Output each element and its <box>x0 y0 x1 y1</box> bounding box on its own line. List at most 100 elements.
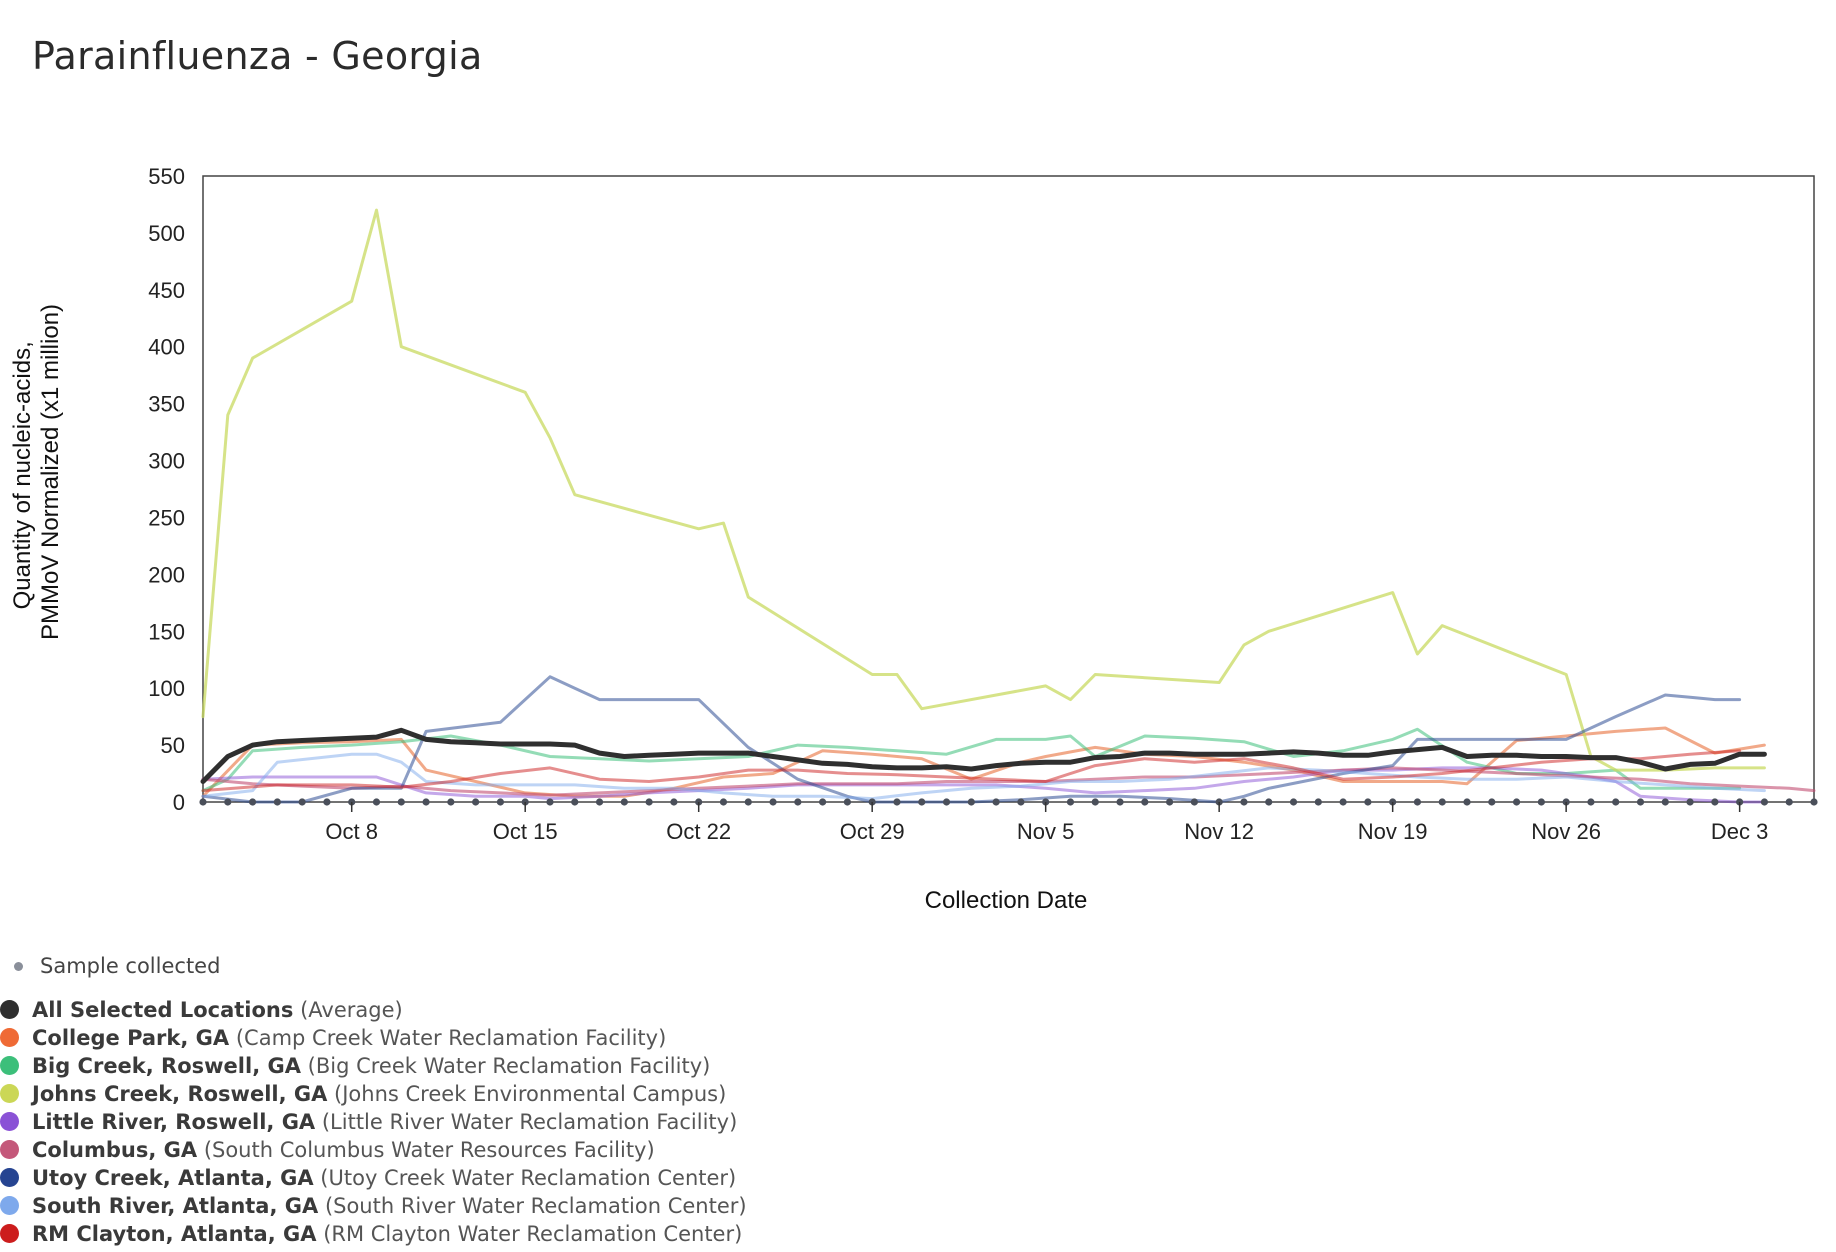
legend-item-name: College Park, GA <box>32 1026 230 1050</box>
sample-collected-marker <box>1091 798 1099 806</box>
legend-item-text: College Park, GA (Camp Creek Water Recla… <box>32 1026 666 1050</box>
x-axis-title: Collection Date <box>925 887 1088 914</box>
sample-collected-marker <box>1116 798 1124 806</box>
sample-collected-marker <box>472 798 480 806</box>
series-line-johns-creek-roswell-ga <box>201 208 1766 772</box>
legend-item-description: (Average) <box>293 998 403 1022</box>
legend-item-text: RM Clayton, Atlanta, GA (RM Clayton Wate… <box>32 1222 742 1246</box>
legend-item-text: Big Creek, Roswell, GA (Big Creek Water … <box>32 1054 710 1078</box>
y-tick-label: 200 <box>148 562 185 587</box>
sample-collected-marker <box>546 798 554 806</box>
sample-collected-marker <box>571 798 579 806</box>
sample-collected-marker <box>1190 798 1198 806</box>
sample-collected-marker <box>397 798 405 806</box>
sample-collected-marker <box>1339 798 1347 806</box>
sample-collected-marker <box>942 798 951 806</box>
y-axis-title-line-2: PMMoV Normalized (x1 million) <box>37 304 64 640</box>
x-tick-label: Dec 3 <box>1711 819 1768 844</box>
legend-item-description: (RM Clayton Water Reclamation Center) <box>316 1222 743 1246</box>
x-tick-label: Nov 19 <box>1358 819 1428 844</box>
sample-collected-marker <box>670 798 678 806</box>
sample-collected-marker <box>1066 798 1075 806</box>
legend-item-text: South River, Atlanta, GA (South River Wa… <box>32 1194 747 1218</box>
series-line-columbus-ga <box>201 766 1816 797</box>
legend-sample-label: Sample collected <box>40 954 221 978</box>
legend-item-name: Little River, Roswell, GA <box>32 1110 316 1134</box>
sample-collected-marker <box>199 798 207 806</box>
y-tick-label: 150 <box>148 619 185 644</box>
legend-color-dot-icon <box>0 1028 19 1047</box>
sample-collected-marker <box>1166 798 1174 806</box>
sample-collected-marker <box>992 798 1000 806</box>
sample-collected-marker <box>1537 798 1545 806</box>
legend-item-text: Utoy Creek, Atlanta, GA (Utoy Creek Wate… <box>32 1166 736 1190</box>
x-tick-label: Oct 15 <box>493 819 558 844</box>
series-line-little-river-roswell-ga <box>201 766 1766 804</box>
sample-collected-marker <box>645 798 653 806</box>
sample-collected-marker <box>1141 798 1149 806</box>
sample-dot-icon <box>14 962 23 971</box>
sample-collected-marker <box>248 798 257 806</box>
legend-item-name: Johns Creek, Roswell, GA <box>32 1082 328 1106</box>
series-line-south-river-atlanta-ga <box>201 752 1766 801</box>
sample-collected-marker <box>918 798 926 806</box>
legend-item-description: (Utoy Creek Water Reclamation Center) <box>313 1166 737 1190</box>
sample-collected-marker <box>1364 798 1372 806</box>
legend-color-dot-icon <box>0 1140 19 1159</box>
sample-collected-marker <box>1289 798 1298 806</box>
legend-item-text: All Selected Locations (Average) <box>32 998 403 1022</box>
sample-collected-marker <box>298 798 306 806</box>
y-tick-label: 0 <box>173 790 185 815</box>
y-tick-label: 450 <box>148 278 185 303</box>
legend-item-name: Big Creek, Roswell, GA <box>32 1054 301 1078</box>
y-tick-label: 250 <box>148 505 185 530</box>
sample-collected-marker <box>273 798 281 806</box>
series-layer <box>200 208 1816 804</box>
sample-collected-marker <box>1463 798 1471 806</box>
legend-item-text: Johns Creek, Roswell, GA (Johns Creek En… <box>32 1082 726 1106</box>
sample-collected-marker <box>224 798 232 806</box>
sample-collected-marker <box>744 798 752 806</box>
sample-collected-marker <box>967 798 975 806</box>
legend-item-description: (Camp Creek Water Reclamation Facility) <box>229 1026 667 1050</box>
legend-item-name: South River, Atlanta, GA <box>32 1194 319 1218</box>
x-tick-label: Oct 8 <box>325 819 378 844</box>
sample-collected-marker <box>1587 798 1595 806</box>
sample-collected-marker <box>843 798 852 806</box>
y-tick-label: 550 <box>148 164 185 189</box>
legend-item-text: Little River, Roswell, GA (Little River … <box>32 1110 737 1134</box>
sample-collected-marker <box>447 798 455 806</box>
sample-collected-marker <box>620 798 628 806</box>
legend-item-description: (South Columbus Water Resources Facility… <box>197 1138 655 1162</box>
page-title: Parainfluenza - Georgia <box>32 34 483 78</box>
legend-item-description: (South River Water Reclamation Center) <box>318 1194 747 1218</box>
sample-collected-marker <box>595 798 604 806</box>
sample-collected-marker <box>1488 798 1496 806</box>
y-axis-title: Quantity of nucleic-acids, PMMoV Normali… <box>9 304 64 640</box>
y-tick-label: 100 <box>148 676 185 701</box>
y-tick-label: 50 <box>161 733 185 758</box>
sample-collected-marker <box>1413 798 1422 806</box>
sample-collected-marker <box>1438 798 1446 806</box>
sample-collected-marker <box>422 798 430 806</box>
sample-collected-marker <box>496 798 505 806</box>
x-tick-label: Nov 12 <box>1184 819 1254 844</box>
sample-collected-marker <box>1265 798 1273 806</box>
sample-collected-marker <box>323 798 331 806</box>
y-axis-title-line-1: Quantity of nucleic-acids, <box>9 341 36 609</box>
series-line-all-selected-locations <box>200 727 1767 784</box>
series-line-rm-clayton-atlanta-ga <box>201 749 1742 793</box>
legend-color-dot-icon <box>0 1168 19 1187</box>
sample-collected-marker <box>1017 798 1025 806</box>
legend-color-dot-icon <box>0 1196 19 1215</box>
y-axis: 0 50 100 150 200 250 300 350 400 450 500 550 <box>148 164 185 815</box>
sample-collected-marker <box>1810 798 1818 806</box>
y-tick-label: 400 <box>148 335 185 360</box>
y-tick-label: 500 <box>148 221 185 246</box>
x-tick-label: Oct 22 <box>666 819 731 844</box>
legend-color-dot-icon <box>0 1112 19 1131</box>
legend-color-dot-icon <box>0 1000 19 1019</box>
series-line-college-park-ga <box>201 726 1766 798</box>
sample-collected-marker <box>1785 798 1793 806</box>
